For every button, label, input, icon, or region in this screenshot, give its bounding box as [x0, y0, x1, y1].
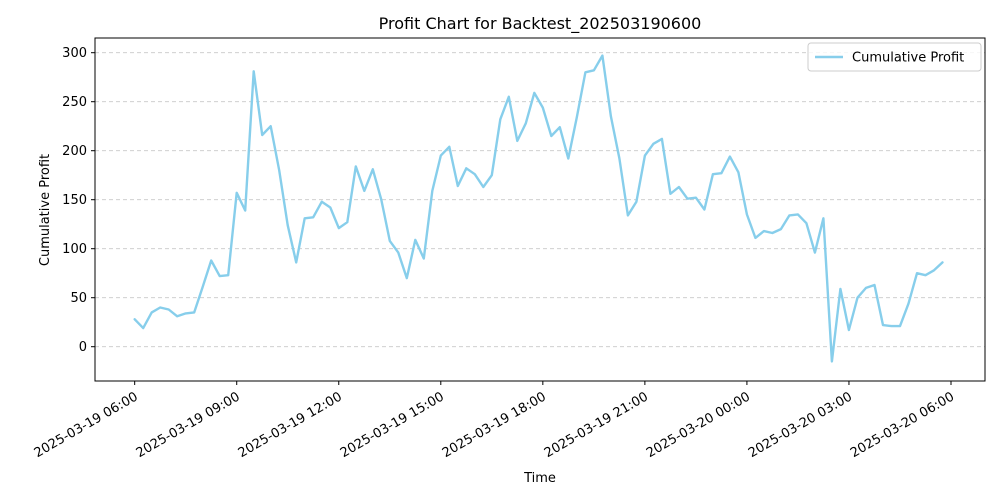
y-tick-label: 300: [62, 46, 87, 61]
y-tick-label: 200: [62, 144, 87, 159]
legend-box: [807, 42, 982, 72]
y-tick-label: 150: [62, 193, 87, 208]
y-tick-label: 0: [79, 340, 87, 355]
x-axis-label: Time: [523, 471, 556, 486]
series-line-cumulative-profit: [133, 54, 944, 363]
chart-title: Profit Chart for Backtest_202503190600: [379, 14, 702, 34]
y-axis: 0 50 100 150 200 250 300: [62, 46, 95, 355]
y-tick-label: 250: [62, 95, 87, 110]
grid-lines: [95, 52, 985, 348]
y-tick-label: 100: [62, 242, 87, 257]
series-layer: [133, 54, 944, 363]
y-axis-label: Cumulative Profit: [38, 154, 53, 266]
legend: Cumulative Profit: [807, 42, 982, 72]
y-tick-label: 50: [70, 291, 87, 306]
legend-label: Cumulative Profit: [852, 51, 964, 66]
plot-frame: [94, 37, 986, 382]
